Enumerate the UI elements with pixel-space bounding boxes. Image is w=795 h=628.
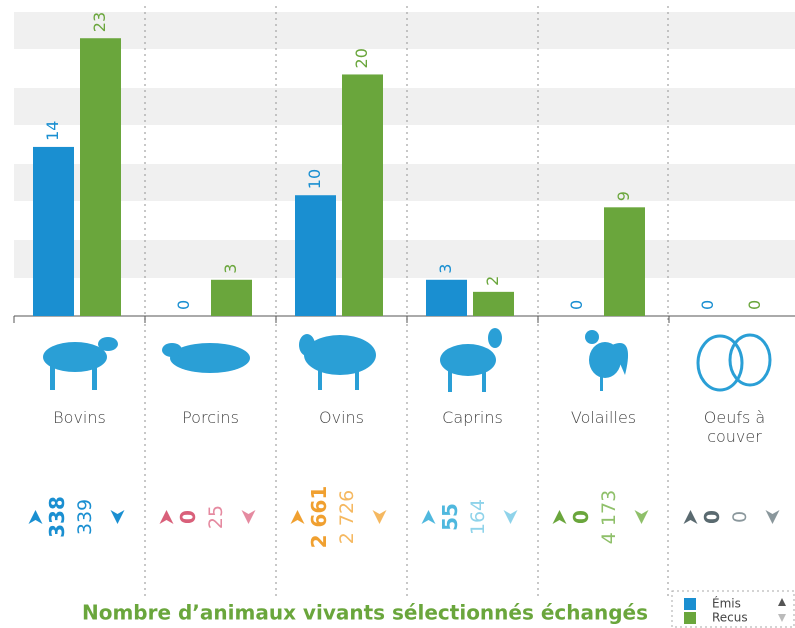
recus-count: 339 (74, 499, 96, 535)
category-label: Porcins (166, 408, 256, 427)
recus-count: 25 (205, 505, 227, 529)
category-label: Caprins (428, 408, 518, 427)
value-label: 9 (614, 191, 633, 201)
recus-count: 0 (729, 511, 751, 523)
bar (33, 147, 74, 316)
chart-title: Nombre d’animaux vivants sélectionnés éc… (82, 601, 648, 625)
emis-count: 55 (438, 503, 462, 531)
category-label: Bovins (35, 408, 125, 427)
up-arrow (160, 510, 174, 524)
up-arrow (29, 510, 43, 524)
down-arrow (373, 510, 387, 524)
recus-count: 4 173 (598, 490, 620, 544)
emis-count: 0 (700, 510, 724, 524)
recus-count: 164 (467, 499, 489, 535)
recus-count: 2 726 (336, 490, 358, 544)
value-label: 3 (221, 264, 240, 274)
down-arrow (504, 510, 518, 524)
category-label: Oeufs à couver (690, 408, 780, 446)
legend-label: Émis (712, 596, 741, 611)
down-arrow (111, 510, 125, 524)
emis-count: 2 661 (307, 486, 331, 549)
category-label: Ovins (297, 408, 387, 427)
value-label: 3 (436, 264, 455, 274)
down-arrow (766, 510, 780, 524)
page: Nombre d’animaux vivants sélectionnés éc… (0, 0, 795, 628)
value-label: 0 (698, 300, 717, 310)
bar (295, 195, 336, 316)
bar (342, 74, 383, 316)
emis-count: 0 (569, 510, 593, 524)
up-arrow (422, 510, 436, 524)
bar (604, 207, 645, 316)
emis-count: 338 (45, 496, 69, 538)
bar (473, 292, 514, 316)
bar (211, 280, 252, 316)
up-arrow (553, 510, 567, 524)
legend-label: Recus (712, 611, 748, 625)
value-label: 0 (745, 300, 764, 310)
value-label: 2 (483, 276, 502, 286)
stripes (14, 12, 795, 278)
value-label: 14 (43, 121, 62, 141)
down-arrow (242, 510, 256, 524)
value-label: 10 (305, 169, 324, 189)
category-label: Volailles (559, 408, 649, 427)
legend-swatch (684, 598, 696, 610)
up-arrow (291, 510, 305, 524)
up-arrow (684, 510, 698, 524)
value-label: 0 (174, 300, 193, 310)
value-label: 20 (352, 48, 371, 68)
value-label: 0 (567, 300, 586, 310)
legend-swatch (684, 612, 696, 624)
down-arrow (635, 510, 649, 524)
emis-count: 0 (176, 510, 200, 524)
value-label: 23 (90, 12, 109, 32)
bar (426, 280, 467, 316)
chart: Nombre d’animaux vivants sélectionnés éc… (0, 0, 795, 628)
bar (80, 38, 121, 316)
